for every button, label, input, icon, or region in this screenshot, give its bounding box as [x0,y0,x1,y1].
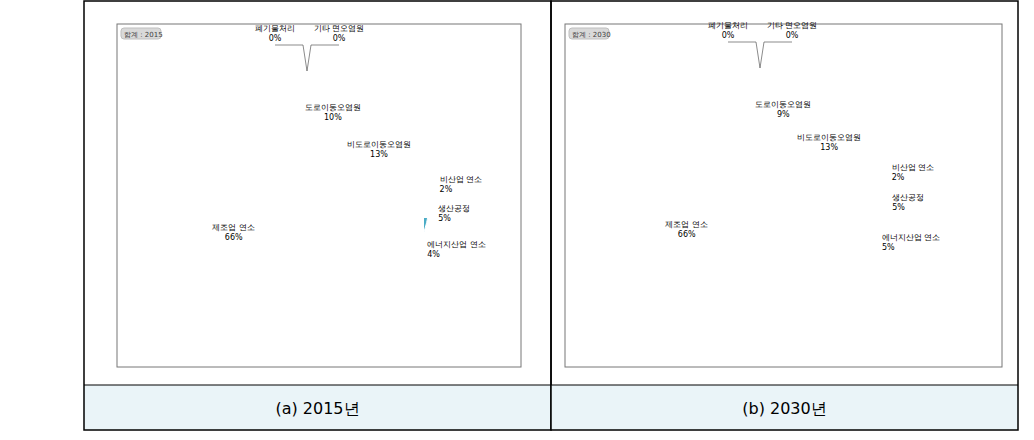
data-label: 비산업 연소2% [440,175,483,194]
label-category: 제조업 연소 [212,223,255,232]
data-label: 에너지산업 연소5% [882,233,941,252]
leader-line [728,42,760,68]
data-labels: 폐기물처리0%기타 면오염원0%도로이동오염원10%비도로이동오염원13%비산업… [212,24,485,259]
label-value: 0% [786,31,799,40]
table-cell [551,1,1018,430]
chart-frame [565,24,1002,367]
label-category: 에너지산업 연소 [427,240,486,249]
pie-slice [424,218,430,232]
label-category: 기타 면오염원 [767,21,818,30]
data-label: 비도로이동오염원13% [347,140,411,159]
label-value: 5% [438,214,451,223]
data-label: 기타 면오염원0% [314,24,365,43]
chart: (a) 2015년합계 : 2015폐기물처리0%기타 면오염원0%도로이동오염… [84,1,551,430]
data-label: 비산업 연소2% [892,163,935,182]
data-label: 생산공정5% [892,193,924,212]
label-category: 비도로이동오염원 [347,140,411,149]
chart-frame [117,24,521,367]
label-category: 생산공정 [438,204,470,213]
data-label: 도로이동오염원10% [305,103,361,122]
label-category: 폐기물처리 [708,21,748,30]
leader-line [307,45,339,71]
caption: (b) 2030년 [742,399,826,418]
label-category: 에너지산업 연소 [882,233,941,242]
label-value: 66% [678,230,696,239]
figure: (a) 2015년합계 : 2015폐기물처리0%기타 면오염원0%도로이동오염… [0,0,1034,440]
title: 합계 : 2015 [124,31,163,39]
caption: (a) 2015년 [275,399,359,418]
label-category: 생산공정 [892,193,924,202]
title-box: 합계 : 2015 [121,28,163,39]
label-value: 13% [820,143,838,152]
label-value: 4% [427,250,440,259]
leader-line [760,42,792,68]
label-category: 도로이동오염원 [305,103,361,112]
label-category: 기타 면오염원 [314,24,365,33]
data-label: 제조업 연소66% [212,223,255,242]
label-value: 9% [777,110,790,119]
data-label: 폐기물처리0% [255,24,295,43]
title-box: 합계 : 2030 [569,28,611,39]
caption-cell [551,385,1018,430]
data-label: 에너지산업 연소4% [427,240,486,259]
label-category: 비산업 연소 [440,175,483,184]
table-rule [551,385,1018,386]
data-label: 도로이동오염원9% [755,100,811,119]
label-value: 10% [324,113,342,122]
data-label: 비도로이동오염원13% [797,133,861,152]
label-category: 도로이동오염원 [755,100,811,109]
label-value: 0% [269,34,282,43]
label-category: 제조업 연소 [665,220,708,229]
label-value: 66% [225,233,243,242]
data-label: 생산공정5% [438,204,470,223]
data-label: 제조업 연소66% [665,220,708,239]
label-value: 5% [892,203,905,212]
label-category: 비도로이동오염원 [797,133,861,142]
leader-line [275,45,307,71]
chart: (b) 2030년합계 : 2030폐기물처리0%기타 면오염원0%도로이동오염… [551,1,1018,430]
table-cell [84,1,551,430]
data-labels: 폐기물처리0%기타 면오염원0%도로이동오염원9%비도로이동오염원13%비산업 … [665,21,940,252]
table-rule [84,385,551,386]
slices [424,218,430,317]
data-label: 폐기물처리0% [708,21,748,40]
label-category: 비산업 연소 [892,163,935,172]
label-value: 2% [440,185,453,194]
data-label: 기타 면오염원0% [767,21,818,40]
caption-cell [84,385,551,430]
label-value: 13% [370,150,388,159]
label-value: 5% [882,243,895,252]
label-category: 폐기물처리 [255,24,295,33]
label-value: 0% [333,34,346,43]
title: 합계 : 2030 [572,31,611,39]
label-value: 0% [722,31,735,40]
label-value: 2% [892,173,905,182]
